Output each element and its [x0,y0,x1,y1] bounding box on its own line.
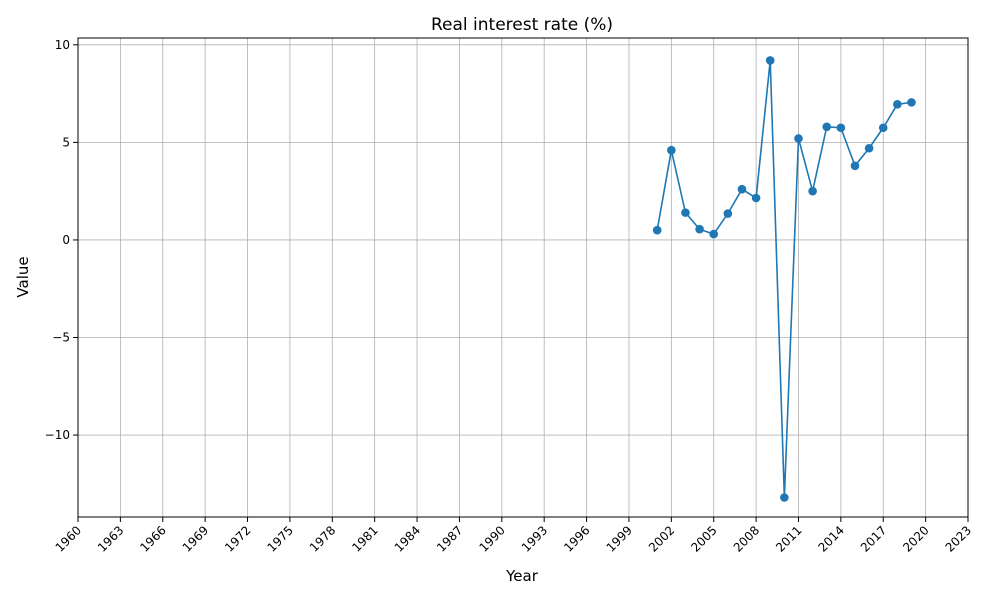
data-point [765,56,775,65]
y-tick-label: 5 [62,135,70,149]
plot-frame [77,37,969,518]
data-point [850,161,860,171]
axes [77,37,969,518]
data-point [737,184,747,194]
y-tick-label: −5 [52,330,70,344]
data-point [808,186,817,196]
y-axis-label: Value [14,256,32,297]
data-point [907,98,916,107]
data-point [709,229,719,239]
data-point [723,209,733,218]
y-axis-ticks: −10 −5 0 5 10 [45,38,78,442]
data-point [780,493,789,502]
data-point [836,123,846,133]
data-point [652,225,662,235]
data-point [794,134,803,143]
data-point [667,145,676,155]
x-axis-label: Year [505,567,539,585]
data-point [878,123,888,133]
series-layer [652,56,916,502]
chart-title: Real interest rate (%) [431,15,613,35]
data-point [893,100,902,109]
data-point [681,208,690,217]
grid [77,38,969,517]
y-tick-label: −10 [45,428,70,442]
data-point [751,193,761,203]
data-point [822,122,832,132]
data-point [864,143,874,153]
y-tick-label: 10 [55,38,70,52]
data-point [695,224,704,234]
y-tick-label: 0 [62,233,70,247]
